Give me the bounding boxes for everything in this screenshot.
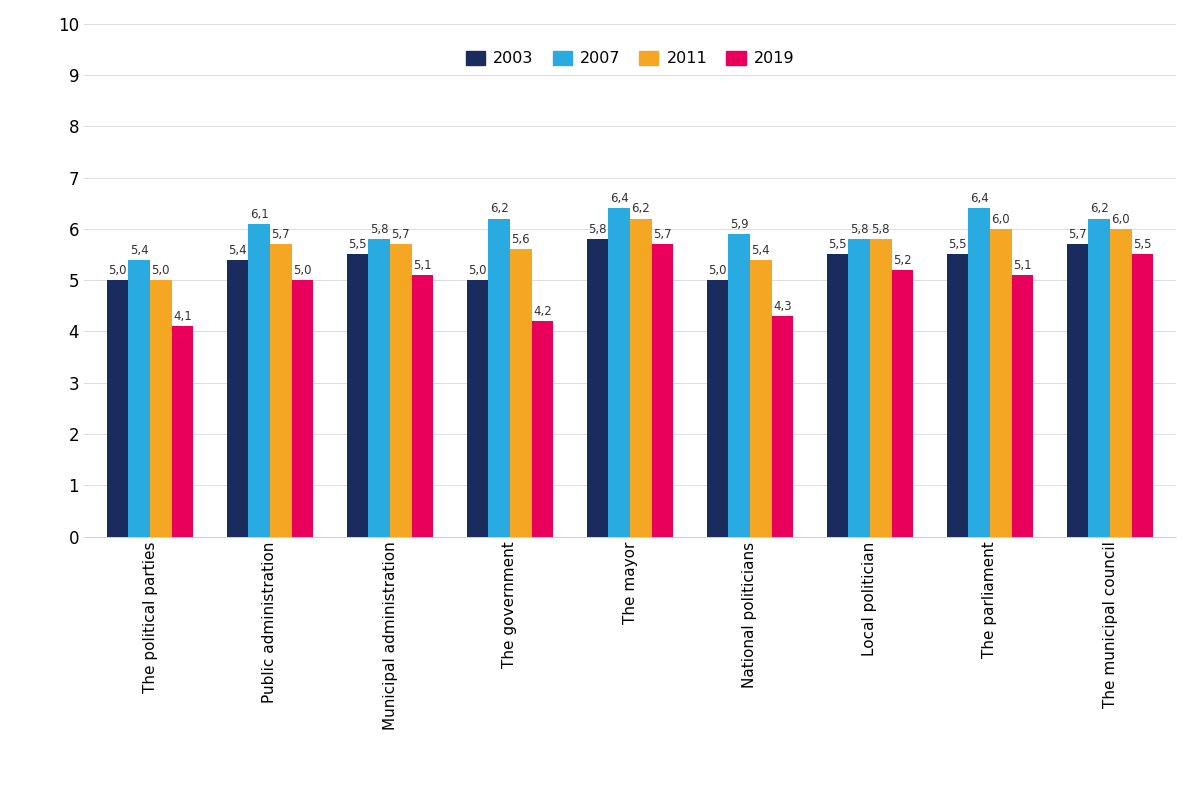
- Text: 5,4: 5,4: [751, 244, 770, 256]
- Bar: [488, 219, 510, 537]
- Bar: [707, 280, 728, 537]
- Text: 5,5: 5,5: [948, 238, 967, 252]
- Text: 4,1: 4,1: [173, 310, 192, 323]
- Text: 6,1: 6,1: [250, 208, 269, 221]
- Text: 5,7: 5,7: [1068, 228, 1087, 241]
- Bar: [608, 208, 630, 537]
- Text: 5,4: 5,4: [130, 244, 149, 256]
- Bar: [227, 260, 248, 537]
- Bar: [827, 254, 848, 537]
- Text: 6,2: 6,2: [631, 203, 650, 215]
- Text: 5,7: 5,7: [653, 228, 672, 241]
- Bar: [587, 239, 608, 537]
- Text: 5,7: 5,7: [271, 228, 290, 241]
- Bar: [1110, 229, 1132, 537]
- Bar: [652, 245, 673, 537]
- Text: 5,8: 5,8: [850, 223, 869, 236]
- Bar: [532, 321, 553, 537]
- Text: 5,8: 5,8: [370, 223, 389, 236]
- Text: 4,3: 4,3: [773, 300, 792, 313]
- Bar: [947, 254, 968, 537]
- Text: 5,8: 5,8: [588, 223, 607, 236]
- Bar: [1132, 254, 1153, 537]
- Text: 5,9: 5,9: [730, 218, 749, 231]
- Bar: [128, 260, 150, 537]
- Bar: [630, 219, 652, 537]
- Text: 5,0: 5,0: [468, 264, 487, 277]
- Bar: [368, 239, 390, 537]
- Bar: [510, 249, 532, 537]
- Bar: [750, 260, 772, 537]
- Bar: [270, 245, 292, 537]
- Bar: [728, 234, 750, 537]
- Bar: [172, 327, 193, 537]
- Legend: 2003, 2007, 2011, 2019: 2003, 2007, 2011, 2019: [460, 44, 800, 73]
- Bar: [892, 270, 913, 537]
- Text: 6,4: 6,4: [970, 193, 989, 205]
- Bar: [1067, 245, 1088, 537]
- Text: 5,0: 5,0: [293, 264, 312, 277]
- Bar: [248, 224, 270, 537]
- Bar: [107, 280, 128, 537]
- Bar: [968, 208, 990, 537]
- Bar: [1012, 275, 1033, 537]
- Bar: [870, 239, 892, 537]
- Bar: [772, 316, 793, 537]
- Bar: [990, 229, 1012, 537]
- Text: 5,2: 5,2: [893, 254, 912, 267]
- Text: 5,5: 5,5: [828, 238, 847, 252]
- Bar: [412, 275, 433, 537]
- Text: 5,0: 5,0: [151, 264, 170, 277]
- Text: 5,6: 5,6: [511, 234, 530, 246]
- Text: 6,0: 6,0: [991, 213, 1010, 226]
- Text: 6,4: 6,4: [610, 193, 629, 205]
- Bar: [1088, 219, 1110, 537]
- Text: 6,0: 6,0: [1111, 213, 1130, 226]
- Bar: [292, 280, 313, 537]
- Text: 5,1: 5,1: [413, 259, 432, 272]
- Text: 6,2: 6,2: [1090, 203, 1109, 215]
- Text: 6,2: 6,2: [490, 203, 509, 215]
- Bar: [150, 280, 172, 537]
- Text: 5,5: 5,5: [348, 238, 367, 252]
- Text: 5,4: 5,4: [228, 244, 247, 256]
- Bar: [347, 254, 368, 537]
- Bar: [848, 239, 870, 537]
- Text: 5,0: 5,0: [708, 264, 727, 277]
- Bar: [467, 280, 488, 537]
- Text: 5,1: 5,1: [1013, 259, 1032, 272]
- Text: 5,8: 5,8: [871, 223, 890, 236]
- Text: 5,7: 5,7: [391, 228, 410, 241]
- Text: 5,5: 5,5: [1133, 238, 1152, 252]
- Bar: [390, 245, 412, 537]
- Text: 4,2: 4,2: [533, 305, 552, 318]
- Text: 5,0: 5,0: [108, 264, 127, 277]
